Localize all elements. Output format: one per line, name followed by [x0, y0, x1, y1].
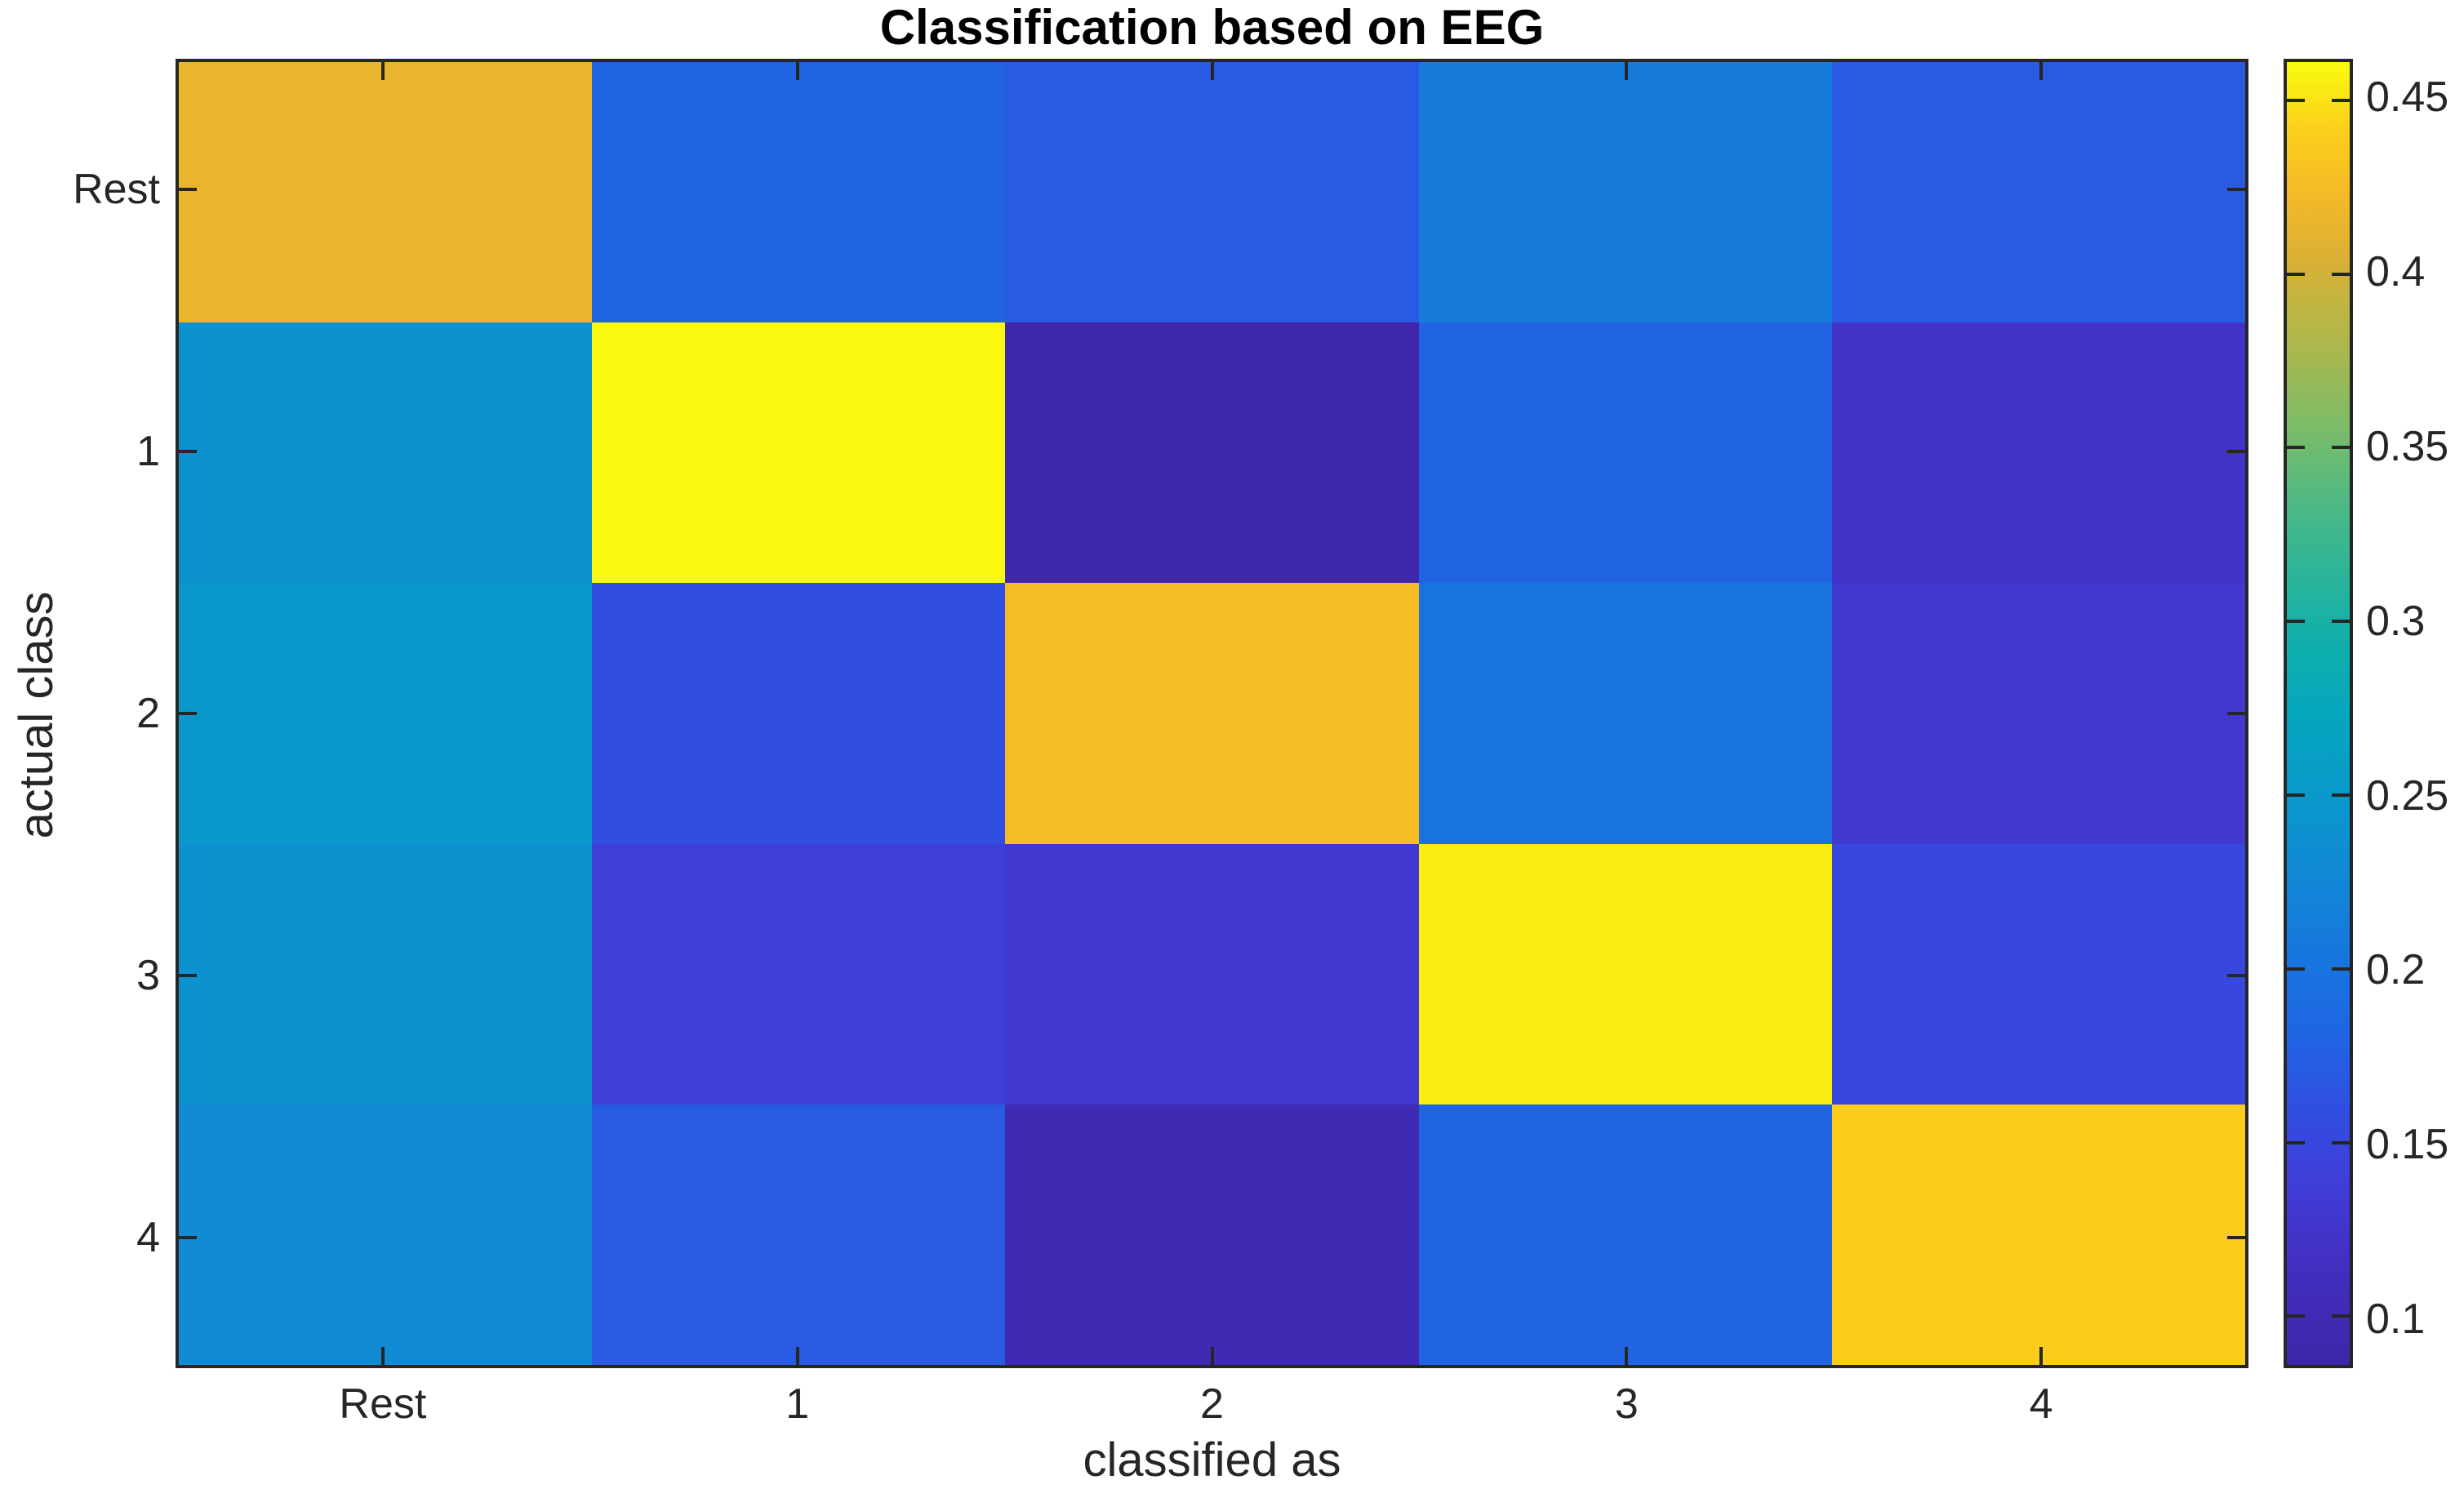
colorbar-tick: [2332, 99, 2350, 102]
colorbar-tick: [2287, 273, 2305, 276]
heatmap-cell-r3-c1: [592, 843, 1006, 1105]
colorbar-tick-label-0.4: 0.4: [2366, 248, 2426, 296]
heatmap-cell-r3-c3: [1418, 843, 1832, 1105]
y-axis-label: actual class: [10, 591, 63, 839]
heatmap-grid: [176, 59, 2248, 1368]
heatmap-cell-r3-c2: [1005, 843, 1419, 1105]
heatmap-cell-r4-c2: [1005, 1104, 1419, 1365]
colorbar-tick: [2332, 967, 2350, 971]
colorbar-tick: [2287, 99, 2305, 102]
colorbar-tick: [2287, 1314, 2305, 1318]
heatmap-cell-r0-c2: [1005, 62, 1419, 323]
colorbar-tick: [2287, 620, 2305, 623]
heatmap-cell-r4-c4: [1831, 1104, 2245, 1365]
heatmap-cell-r1-c4: [1831, 322, 2245, 584]
x-tick-label-1: 1: [785, 1380, 810, 1428]
colorbar-tick-label-0.2: 0.2: [2366, 946, 2426, 993]
y-tick-label-2: 2: [136, 690, 160, 737]
colorbar-tick: [2332, 620, 2350, 623]
colorbar: [2284, 59, 2353, 1368]
heatmap-cell-r3-c4: [1831, 843, 2245, 1105]
heatmap-cell-r4-c1: [592, 1104, 1006, 1365]
x-axis-label: classified as: [1083, 1433, 1341, 1487]
colorbar-tick-label-0.25: 0.25: [2366, 772, 2449, 820]
colorbar-tick: [2287, 793, 2305, 797]
colorbar-tick: [2332, 793, 2350, 797]
heatmap-cell-r2-c0: [179, 583, 593, 844]
colorbar-tick: [2287, 446, 2305, 449]
chart-title: Classification based on EEG: [879, 0, 1545, 55]
heatmap-cell-r1-c2: [1005, 322, 1419, 584]
heatmap-cell-r0-c4: [1831, 62, 2245, 323]
colorbar-tick-label-0.1: 0.1: [2366, 1296, 2426, 1343]
heatmap-cell-r1-c3: [1418, 322, 1832, 584]
x-tick-label-2: 2: [1200, 1380, 1224, 1428]
heatmap-cell-r3-c0: [179, 843, 593, 1105]
heatmap-cell-r0-c0: [179, 62, 593, 323]
y-tick-label-1: 1: [136, 428, 160, 476]
colorbar-tick: [2332, 1314, 2350, 1318]
colorbar-tick: [2287, 967, 2305, 971]
x-tick-label-3: 3: [1614, 1380, 1639, 1428]
x-tick-label-4: 4: [2029, 1380, 2053, 1428]
y-tick-label-4: 4: [136, 1213, 160, 1261]
heatmap-cell-r2-c4: [1831, 583, 2245, 844]
colorbar-tick-label-0.45: 0.45: [2366, 73, 2449, 121]
colorbar-tick: [2287, 1141, 2305, 1145]
heatmap-cell-r4-c0: [179, 1104, 593, 1365]
y-tick-label-3: 3: [136, 951, 160, 999]
heatmap-cell-r1-c1: [592, 322, 1006, 584]
x-tick-label-rest: Rest: [339, 1380, 427, 1428]
colorbar-tick-label-0.15: 0.15: [2366, 1121, 2449, 1168]
y-tick-label-rest: Rest: [73, 166, 160, 214]
colorbar-tick: [2332, 446, 2350, 449]
heatmap-cell-r0-c1: [592, 62, 1006, 323]
heatmap-cell-r2-c1: [592, 583, 1006, 844]
colorbar-tick-label-0.35: 0.35: [2366, 423, 2449, 470]
colorbar-tick-label-0.3: 0.3: [2366, 598, 2426, 645]
colorbar-tick: [2332, 1141, 2350, 1145]
heatmap-cell-r2-c2: [1005, 583, 1419, 844]
heatmap-cell-r2-c3: [1418, 583, 1832, 844]
heatmap-cell-r0-c3: [1418, 62, 1832, 323]
heatmap-cell-r4-c3: [1418, 1104, 1832, 1365]
heatmap-cell-r1-c0: [179, 322, 593, 584]
colorbar-tick: [2332, 273, 2350, 276]
